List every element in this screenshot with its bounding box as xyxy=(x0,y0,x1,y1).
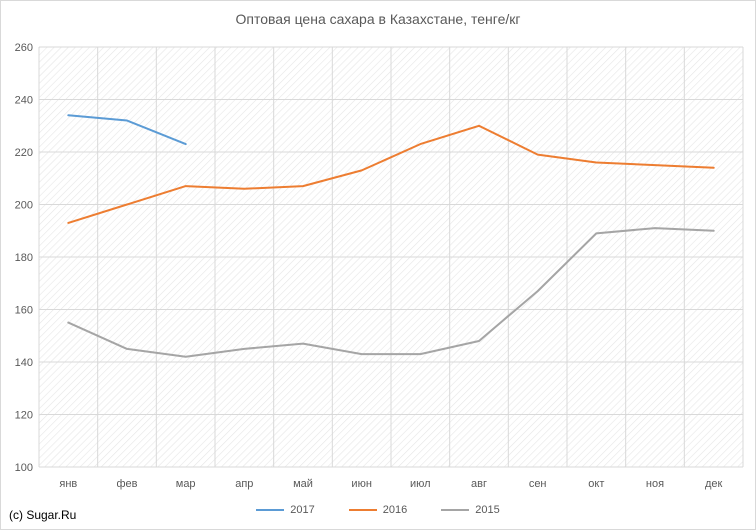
legend-swatch-2015 xyxy=(441,509,470,511)
watermark: (c) Sugar.Ru xyxy=(9,508,77,522)
legend-label-2017: 2017 xyxy=(290,504,315,516)
chart-title: Оптовая цена сахара в Казахстане, тенге/… xyxy=(235,11,521,27)
x-tick-label: авг xyxy=(471,478,487,490)
x-tick-label: окт xyxy=(588,478,604,490)
y-tick-label: 140 xyxy=(15,357,33,369)
chart-plot: 100 120 140 160 180 200 220 240 260 янв фев мар апр м… xyxy=(15,42,744,490)
y-tick-label: 220 xyxy=(15,147,33,159)
y-tick-label: 120 xyxy=(15,410,33,422)
legend-item-2017: 2017 xyxy=(256,504,315,516)
x-tick-label: май xyxy=(293,478,313,490)
x-tick-label: апр xyxy=(235,478,253,490)
x-tick-label: сен xyxy=(529,478,547,490)
legend-item-2015: 2015 xyxy=(441,504,500,516)
series-line-2016 xyxy=(67,124,715,224)
y-tick-label: 160 xyxy=(15,305,33,317)
legend-item-2016: 2016 xyxy=(348,504,408,516)
chart-legend: 2017 2016 2015 xyxy=(1,504,755,516)
x-tick-label: мар xyxy=(176,478,196,490)
legend-label-2015: 2015 xyxy=(475,504,500,516)
x-tick-label: июл xyxy=(410,478,431,490)
x-tick-label: ноя xyxy=(646,478,664,490)
legend-swatch-2017 xyxy=(256,509,285,511)
x-tick-label: янв xyxy=(59,478,77,490)
y-tick-label: 260 xyxy=(15,42,33,54)
y-tick-label: 100 xyxy=(15,462,33,474)
x-tick-label: дек xyxy=(705,478,723,490)
y-tick-label: 200 xyxy=(15,200,33,212)
series-line-2015 xyxy=(67,227,715,358)
y-tick-label: 180 xyxy=(15,252,33,264)
legend-label-2016: 2016 xyxy=(382,504,408,516)
y-tick-label: 240 xyxy=(15,95,33,107)
x-tick-label: июн xyxy=(351,478,371,490)
legend-swatch-2016 xyxy=(348,509,377,511)
x-tick-label: фев xyxy=(116,478,137,490)
series-line-2017 xyxy=(67,114,187,146)
